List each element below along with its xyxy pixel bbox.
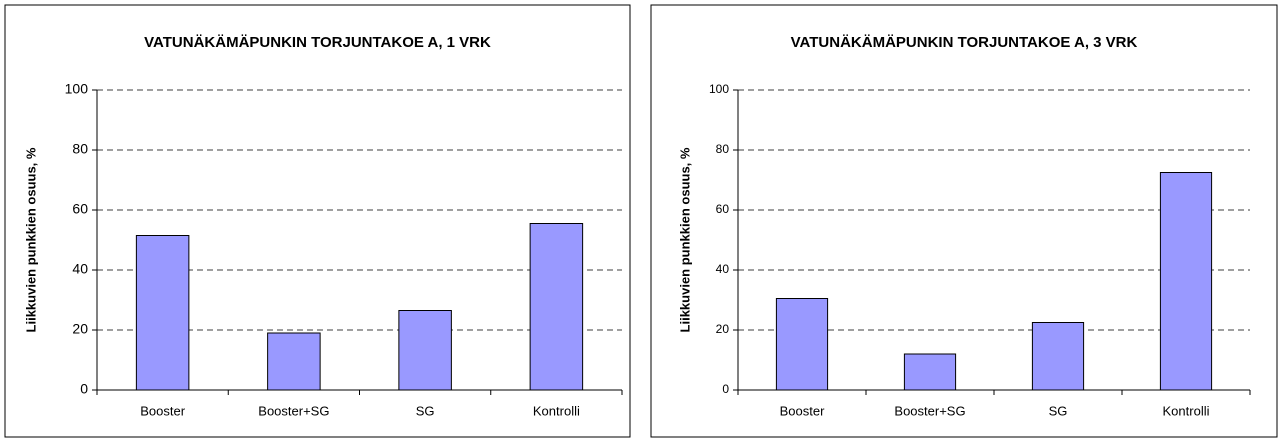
y-tick-label: 100 (65, 81, 89, 97)
x-tick-label: Booster (780, 403, 825, 418)
y-tick-label: 80 (716, 142, 730, 156)
x-tick-label: SG (1049, 403, 1068, 418)
bar (135, 235, 190, 391)
y-tick-label: 40 (72, 261, 88, 277)
x-tick-label: Kontrolli (1163, 403, 1210, 418)
y-axis-label: Liikkuvien punkkien osuus, % (23, 147, 38, 332)
bar (775, 298, 829, 391)
y-tick-label: 60 (72, 201, 88, 217)
y-tick-label: 80 (72, 141, 88, 157)
y-tick-label: 0 (80, 381, 88, 397)
y-tick-label: 40 (716, 262, 730, 276)
chart-title: VATUNÄKÄMÄPUNKIN TORJUNTAKOE A, 3 VRK (791, 34, 1138, 51)
y-tick-label: 20 (716, 322, 730, 336)
y-axis-label: Liikkuvien punkkien osuus, % (677, 147, 692, 332)
y-tick-label: 20 (72, 321, 88, 337)
x-tick-label: Booster+SG (258, 403, 329, 418)
y-tick-label: 60 (716, 202, 730, 216)
x-tick-label: Kontrolli (533, 403, 580, 418)
x-tick-label: SG (416, 403, 435, 418)
y-tick-label: 100 (709, 82, 729, 96)
bar (1031, 322, 1085, 391)
x-tick-label: Booster (140, 403, 185, 418)
x-tick-label: Booster+SG (894, 403, 965, 418)
bar (398, 310, 452, 391)
bar (1159, 172, 1213, 391)
y-tick-label: 0 (722, 382, 729, 396)
bar (529, 223, 584, 391)
bar (903, 353, 957, 391)
bar (267, 332, 321, 391)
chart-title: VATUNÄKÄMÄPUNKIN TORJUNTAKOE A, 1 VRK (144, 34, 491, 51)
